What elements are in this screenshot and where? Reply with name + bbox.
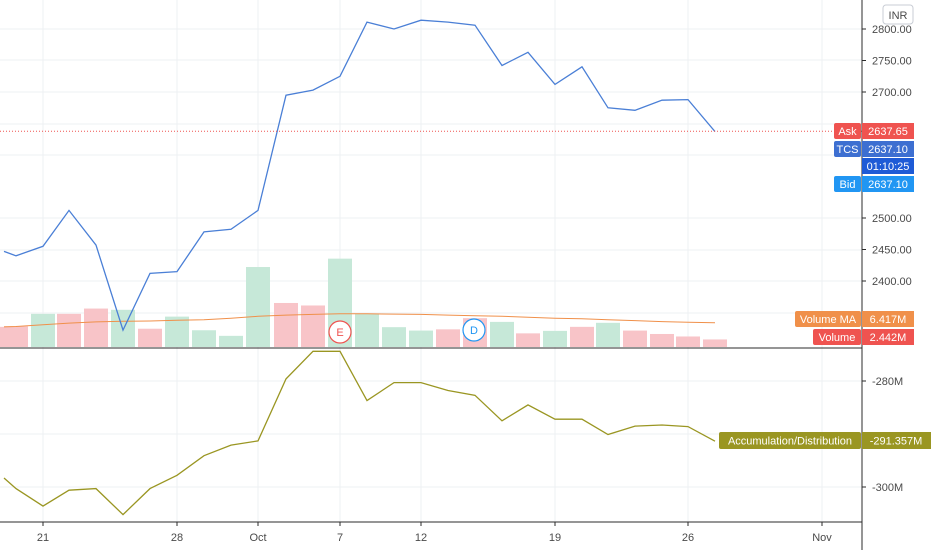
marker-circle [328, 320, 352, 344]
volume-bar [274, 302, 298, 347]
volume-bar [31, 313, 55, 347]
price-tick-label: 2450.00 [872, 245, 912, 257]
time-tick-label: 21 [37, 532, 49, 544]
time-tick-label: 28 [171, 532, 183, 544]
volume-tag: Volume 2.442M [813, 329, 914, 345]
time-tick-label: 12 [415, 532, 427, 544]
volume-bar [596, 322, 620, 347]
volume-bar [382, 327, 406, 347]
volume-bar [516, 333, 540, 347]
bid-tag: Bid 2637.10 [834, 176, 914, 192]
bid-tag-value: 2637.10 [868, 179, 908, 191]
volume-tag-value: 2.442M [870, 332, 907, 344]
marker-letter: E [336, 327, 343, 339]
currency-button[interactable]: INR [882, 4, 914, 25]
price-tick-label: 2800.00 [872, 24, 912, 36]
price-tick-label: 2700.00 [872, 87, 912, 99]
tcs-tag-label: TCS [837, 144, 859, 156]
volume-bar [301, 305, 325, 347]
price-line [3, 19, 716, 332]
dividend-marker[interactable]: D [462, 318, 486, 342]
time-tick-label: 7 [337, 532, 343, 544]
time-tick-label: 26 [682, 532, 694, 544]
volume-tag-label: Volume [819, 332, 856, 344]
volume-bar [409, 330, 433, 347]
volume-bar [219, 335, 243, 347]
bid-tag-label: Bid [840, 179, 856, 191]
volume-bar [623, 330, 647, 347]
volume-bar [165, 316, 189, 347]
tcs-tag-value: 2637.10 [868, 144, 908, 156]
volume-bar [4, 326, 28, 347]
countdown-value: 01:10:25 [867, 161, 910, 173]
ask-tag-value: 2637.65 [868, 126, 908, 138]
volume-bar [490, 321, 514, 347]
grid-lines [0, 0, 862, 522]
currency-label: INR [889, 10, 908, 22]
marker-circle [462, 318, 486, 342]
volume-ma-tag-label: Volume MA [800, 314, 857, 326]
volume-bar [246, 267, 270, 347]
ad-tick-label: -280M [872, 376, 903, 388]
volume-ma-tag-value: 6.417M [870, 314, 907, 326]
volume-bar [570, 326, 594, 347]
ad-tag-value: -291.357M [870, 436, 923, 448]
volume-bar [436, 329, 460, 347]
ask-tag-label: Ask [838, 126, 857, 138]
volume-bar [192, 330, 216, 347]
volume-bar [138, 328, 162, 347]
price-tick-label: 2400.00 [872, 276, 912, 288]
tcs-tag: TCS 2637.10 [834, 141, 914, 157]
time-tick-label: Oct [249, 532, 266, 544]
volume-bar [676, 336, 700, 347]
ad-line [3, 350, 716, 516]
earnings-marker[interactable]: E [328, 320, 352, 344]
marker-letter: D [470, 325, 478, 337]
volume-bars [0, 258, 727, 347]
countdown-tag: 01:10:25 [862, 158, 914, 174]
ad-tick-label: -300M [872, 482, 903, 494]
volume-bar [543, 330, 567, 347]
time-tick-label: 19 [549, 532, 561, 544]
price-tick-label: 2750.00 [872, 56, 912, 68]
ask-tag: Ask 2637.65 [834, 123, 914, 139]
ad-tag: Accumulation/Distribution -291.357M [719, 432, 931, 449]
volume-ma-tag: Volume MA 6.417M [795, 311, 914, 327]
volume-ma-line [3, 313, 716, 328]
time-axis[interactable]: 21 28 Oct 7 12 19 26 Nov [37, 522, 832, 544]
price-axis[interactable]: 2800.00 2750.00 2700.00 2500.00 2450.00 2400.… [862, 24, 912, 288]
price-tick-label: 2500.00 [872, 213, 912, 225]
volume-bar [650, 333, 674, 347]
volume-bar [57, 313, 81, 347]
volume-bar [703, 339, 727, 347]
volume-bar [84, 308, 108, 347]
time-tick-label: Nov [812, 532, 832, 544]
ad-tag-label: Accumulation/Distribution [728, 436, 852, 448]
volume-bar [355, 313, 379, 347]
ad-axis[interactable]: -280M -300M [862, 376, 903, 494]
